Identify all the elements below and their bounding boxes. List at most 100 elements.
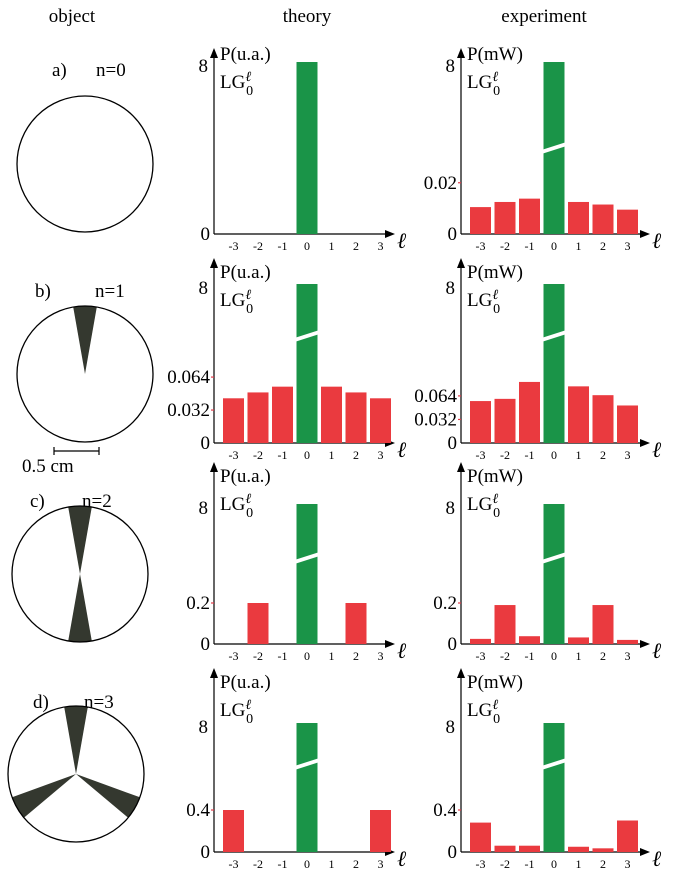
bar [494,201,516,234]
object-sector [68,505,92,574]
mode-sup: ℓ [245,70,251,85]
x-axis-arrow [640,439,650,447]
bar [470,207,491,234]
x-tick-label: 3 [378,448,384,462]
mode-label: LGℓ 0 [220,698,253,727]
y-axis-arrow [457,462,465,472]
y-tick-zero: 0 [201,842,211,863]
x-axis-letter: ℓ [652,846,662,871]
mode-sub: 0 [246,84,253,99]
y-tick-label: 0.064 [167,367,210,388]
y-tick-label: 0.2 [433,593,457,614]
x-tick-label: 3 [625,649,631,663]
bar [470,638,491,644]
x-tick-label: -2 [253,649,263,663]
x-tick-label: 2 [353,239,359,253]
bar [345,392,367,443]
x-tick-label: 3 [378,649,384,663]
bar [494,845,516,852]
bar [247,603,269,644]
x-tick-label: 1 [329,649,335,663]
x-tick-label: -2 [253,448,263,462]
mode-base: LG [467,700,493,721]
row-letter: c) [30,491,45,512]
x-tick-label: 2 [353,649,359,663]
x-tick-label: 0 [304,239,310,253]
x-tick-label: -1 [278,649,288,663]
x-tick-label: -1 [278,448,288,462]
mode-base: LG [467,290,493,311]
bar [370,810,391,852]
object-circle [16,95,154,233]
x-tick-label: 0 [551,649,557,663]
bar-break [541,552,567,564]
mode-sup: ℓ [245,288,251,303]
object-d: d) n=3 [7,692,145,843]
y-axis-arrow [210,668,218,678]
y-tick-center: 8 [446,717,456,738]
bar [223,810,244,852]
x-tick-label: 0 [551,448,557,462]
x-tick-label: 1 [329,239,335,253]
x-tick-label: -1 [525,649,535,663]
bar-break [541,758,567,770]
x-tick-label: 1 [576,448,582,462]
mode-label: LGℓ 0 [467,698,500,727]
bar [519,845,540,852]
y-tick-center: 8 [199,278,209,299]
y-tick-label: 0.02 [424,173,457,194]
x-tick-label: 3 [378,239,384,253]
mode-sup: ℓ [492,70,498,85]
x-tick-label: -3 [229,239,239,253]
bar [370,398,391,443]
bar [494,398,516,443]
x-tick-label: -3 [229,857,239,871]
mode-sup: ℓ [492,698,498,713]
bar [321,386,342,443]
bar [592,848,614,852]
y-axis-arrow [457,258,465,268]
x-tick-label: 1 [576,857,582,871]
header-experiment: experiment [501,6,587,27]
bar-center [543,723,565,852]
x-tick-label: 0 [304,857,310,871]
mode-base: LG [467,494,493,515]
row-n-label: n=1 [95,281,125,302]
y-axis-arrow [457,48,465,58]
bar [617,820,638,852]
object-circle [11,505,149,643]
x-axis-letter: ℓ [652,437,662,462]
y-tick-center: 8 [446,56,456,77]
mode-label: LGℓ 0 [467,492,500,521]
x-tick-label: 3 [625,239,631,253]
y-tick-zero: 0 [448,634,458,655]
x-tick-label: 2 [600,239,606,253]
x-axis-arrow [385,230,395,238]
bar-center [296,504,318,644]
bar [617,209,638,234]
bar [223,398,244,443]
x-tick-label: -3 [476,239,486,253]
bar [592,605,614,644]
x-tick-label: -2 [500,649,510,663]
object-b: b) n=1 0.5 cm [16,281,154,477]
x-tick-label: 0 [304,448,310,462]
bar-center [296,62,318,234]
y-tick-zero: 0 [201,634,211,655]
object-a: a) n=0 [16,60,154,233]
mode-label: LGℓ 0 [220,492,253,521]
y-axis-arrow [457,668,465,678]
bar [494,605,516,644]
mode-base: LG [220,72,246,93]
mode-sup: ℓ [245,492,251,507]
row-letter: a) [52,60,67,81]
bar [247,392,269,443]
x-tick-label: 3 [625,448,631,462]
bar [519,198,540,234]
x-axis-arrow [640,640,650,648]
